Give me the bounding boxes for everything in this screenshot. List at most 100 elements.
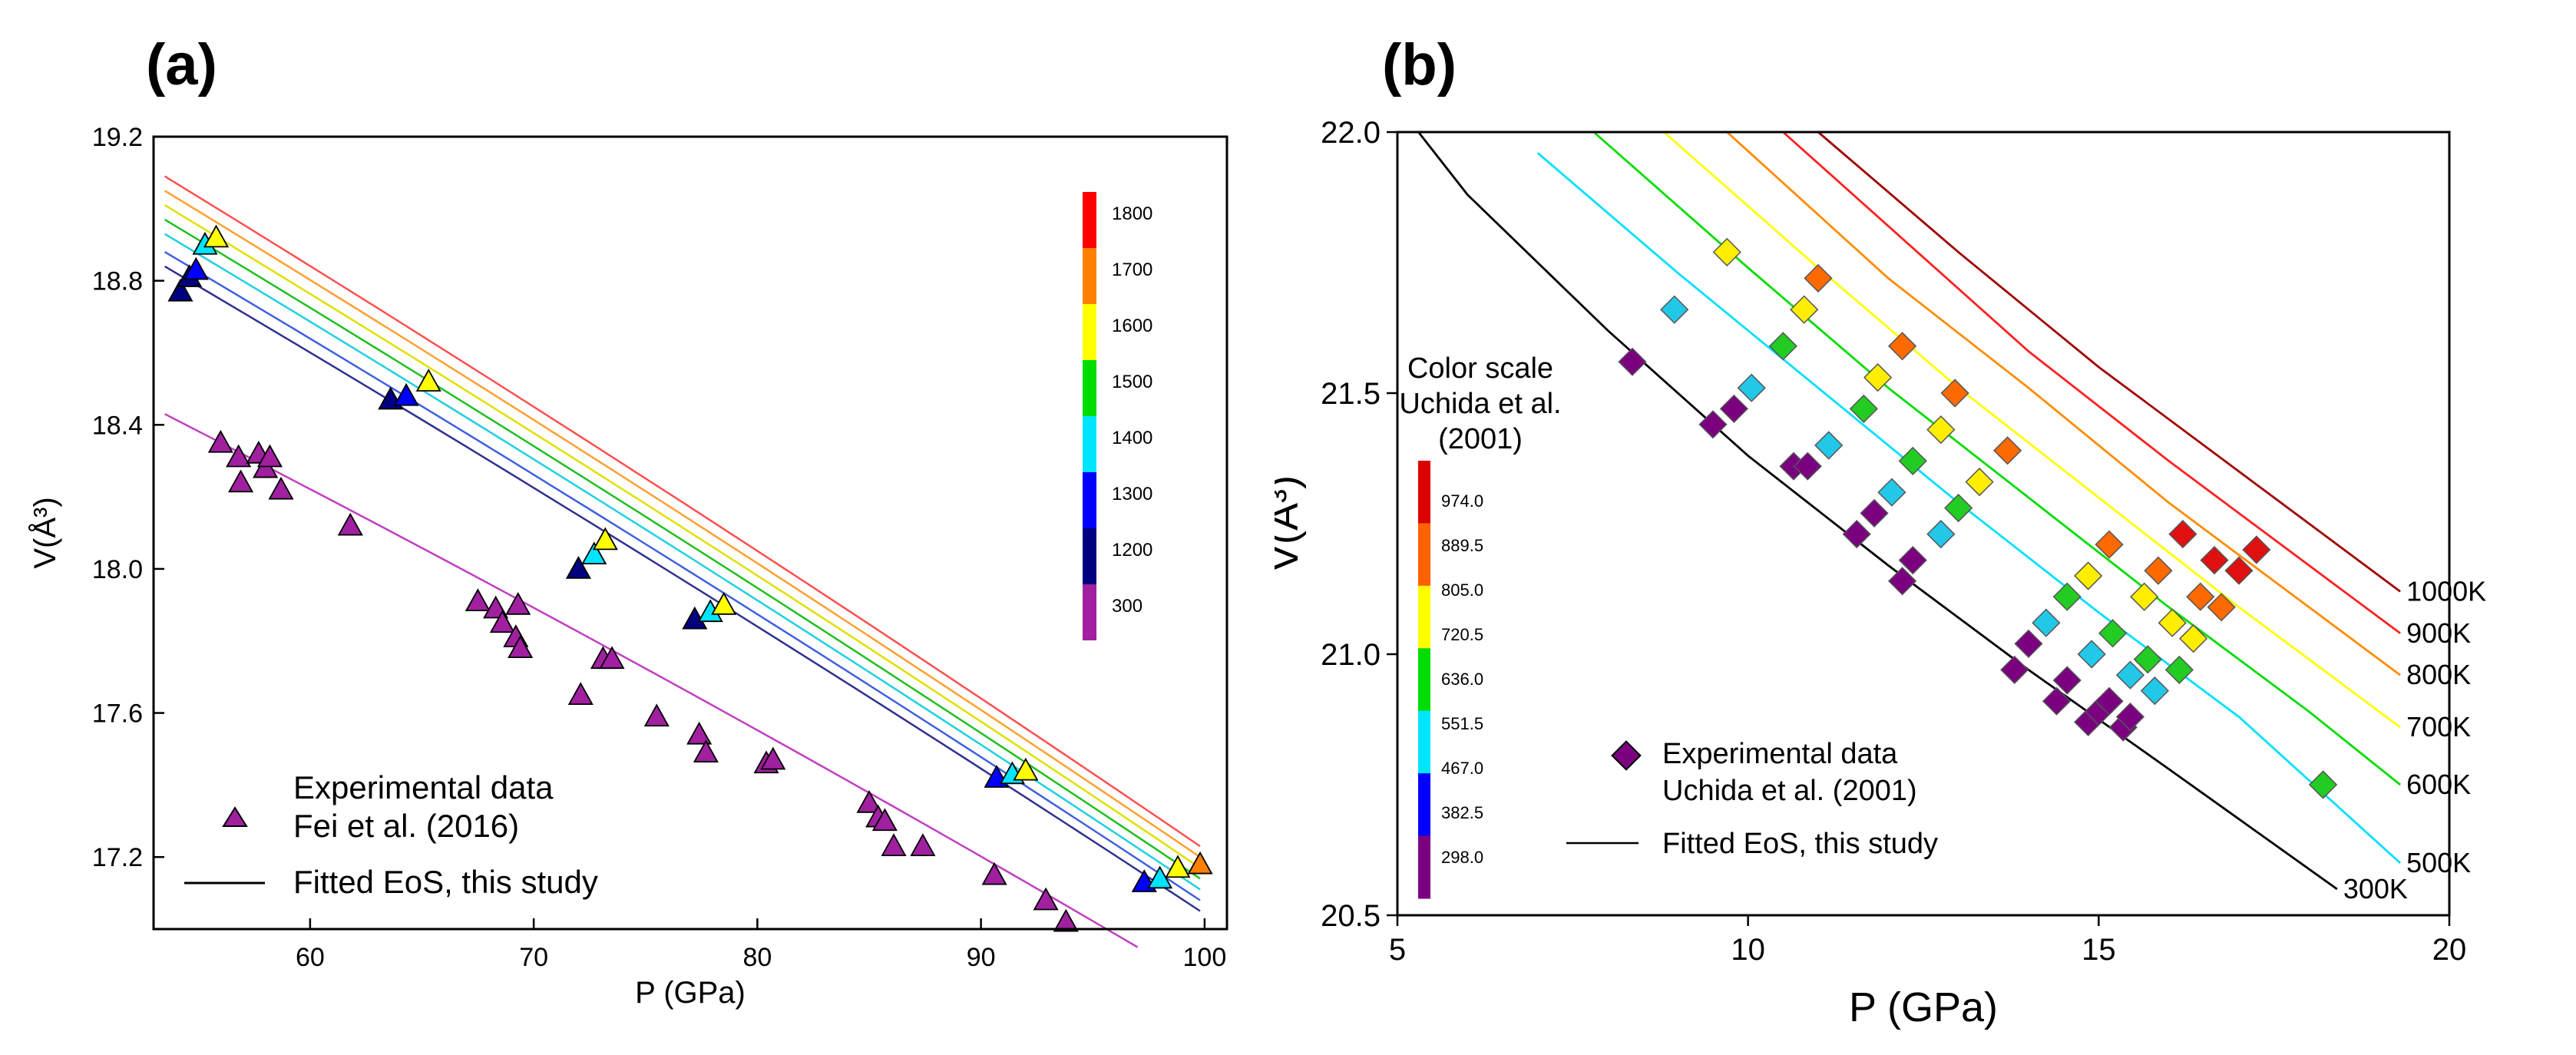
eos-curve-1300K: [164, 251, 1201, 901]
isotherm-label: 800K: [2406, 659, 2471, 690]
data-point: [1926, 415, 1956, 445]
data-point: [1887, 567, 1917, 596]
legend-marker-label-b-2: Uchida et al. (2001): [1662, 775, 1917, 807]
eos-curve-1800K: [164, 175, 1201, 848]
colorbar-segment: [1418, 585, 1430, 649]
colorbar-label: 300: [1112, 596, 1143, 617]
data-point: [1013, 757, 1039, 781]
eos-curve-1600K: [164, 204, 1201, 869]
data-point: [2308, 770, 2338, 799]
data-point: [693, 739, 719, 763]
colorbar-title-line-2: Uchida et al.: [1399, 388, 1561, 420]
data-point: [1768, 332, 1797, 361]
colorbar-label: 382.5: [1441, 803, 1483, 822]
data-point: [1849, 394, 1878, 424]
data-point: [2224, 556, 2254, 585]
data-point: [1887, 332, 1917, 361]
eos-curve-1200K: [164, 265, 1201, 912]
data-point: [256, 444, 283, 468]
data-point: [592, 527, 618, 551]
data-point: [2242, 535, 2271, 564]
colorbar-segment: [1418, 461, 1430, 524]
data-point: [1618, 347, 1647, 376]
data-point: [337, 512, 363, 536]
data-point: [415, 369, 441, 392]
colorbar-b-title: Color scale Uchida et al. (2001): [1399, 352, 1561, 455]
data-point: [1898, 545, 1927, 575]
plot-frame-a: [152, 135, 1228, 931]
data-point: [1926, 519, 1956, 549]
y-tick-label: 18.0: [92, 555, 143, 584]
y-tick-label: 22.0: [1321, 116, 1381, 150]
x-tick-label: 80: [742, 943, 772, 972]
x-ticks-b: 5 10 15 20: [1389, 915, 2466, 967]
colorbar-segment: [1418, 773, 1430, 837]
x-tick-label: 5: [1389, 933, 1406, 967]
colorbar-label: 1200: [1112, 540, 1152, 561]
colorbar-segment: [1083, 304, 1096, 360]
data-point: [1712, 237, 1741, 267]
data-point: [207, 429, 233, 453]
eos-curve-800K: [1726, 131, 2401, 676]
data-point: [1814, 431, 1844, 460]
data-point: [981, 862, 1007, 885]
data-point: [1992, 436, 2022, 465]
colorbar-segment: [1083, 192, 1096, 248]
data-point: [2032, 608, 2061, 637]
data-point: [760, 746, 786, 770]
data-point: [2115, 660, 2145, 690]
data-point: [1698, 410, 1728, 439]
plot-area-a: [164, 175, 1213, 948]
colorbar-label: 889.5: [1441, 536, 1483, 555]
eos-curve-600K: [1592, 131, 2401, 786]
x-tick-label: 10: [1731, 933, 1765, 967]
legend-line-label-b: Fitted EoS, this study: [1662, 828, 1938, 860]
data-point: [2207, 593, 2236, 622]
y-tick-label: 17.2: [92, 843, 143, 872]
colorbar-label: 720.5: [1441, 625, 1483, 644]
panel-a-label: (a): [146, 32, 217, 98]
colorbar-segment: [1083, 248, 1096, 304]
legend-a: Experimental data Fei et al. (2016) Fitt…: [184, 769, 598, 900]
data-point: [2098, 619, 2128, 648]
colorbar-label: 298.0: [1441, 848, 1483, 867]
data-point: [581, 541, 607, 565]
isotherm-label: 500K: [2406, 847, 2471, 878]
colorbar-title-line-1: Color scale: [1407, 352, 1553, 385]
colorbar-segment: [1083, 472, 1096, 528]
data-point: [856, 789, 882, 813]
isotherm-label: 600K: [2406, 769, 2471, 800]
y-axis-title-a: V(Å³): [28, 497, 62, 568]
data-point: [203, 224, 230, 248]
data-point: [2000, 655, 2029, 685]
colorbar-label: 805.0: [1441, 580, 1483, 600]
data-point: [1944, 493, 1973, 523]
eos-curve-1000K: [1817, 131, 2401, 593]
colorbar-label: 1300: [1112, 484, 1152, 504]
x-ticks-a: 60 70 80 90 100: [296, 918, 1226, 972]
data-point: [686, 721, 713, 745]
data-point: [2133, 645, 2162, 674]
legend-marker-label-b-1: Experimental data: [1662, 738, 1898, 770]
eos-curve-1700K: [164, 190, 1201, 858]
colorbar-segment: [1083, 416, 1096, 472]
x-tick-label: 60: [296, 943, 325, 972]
eos-curve-300K: [1417, 131, 2338, 891]
data-point: [2042, 686, 2072, 716]
legend-marker-label-a-2: Fei et al. (2016): [293, 808, 519, 844]
isotherm-label: 900K: [2406, 617, 2471, 649]
colorbar-segment: [1083, 528, 1096, 584]
data-point: [1790, 295, 1819, 324]
colorbar-segment: [1418, 710, 1430, 774]
isotherm-label: 700K: [2406, 711, 2471, 742]
data-point: [2115, 702, 2145, 732]
panel-b-label: (b): [1382, 32, 1457, 98]
data-point: [2077, 640, 2106, 669]
data-point: [881, 833, 907, 857]
colorbar-label: 1800: [1112, 203, 1152, 224]
data-point: [1863, 362, 1893, 392]
data-point: [465, 588, 491, 612]
legend-b: Experimental data Uchida et al. (2001) F…: [1566, 738, 1938, 860]
data-point: [505, 591, 531, 615]
